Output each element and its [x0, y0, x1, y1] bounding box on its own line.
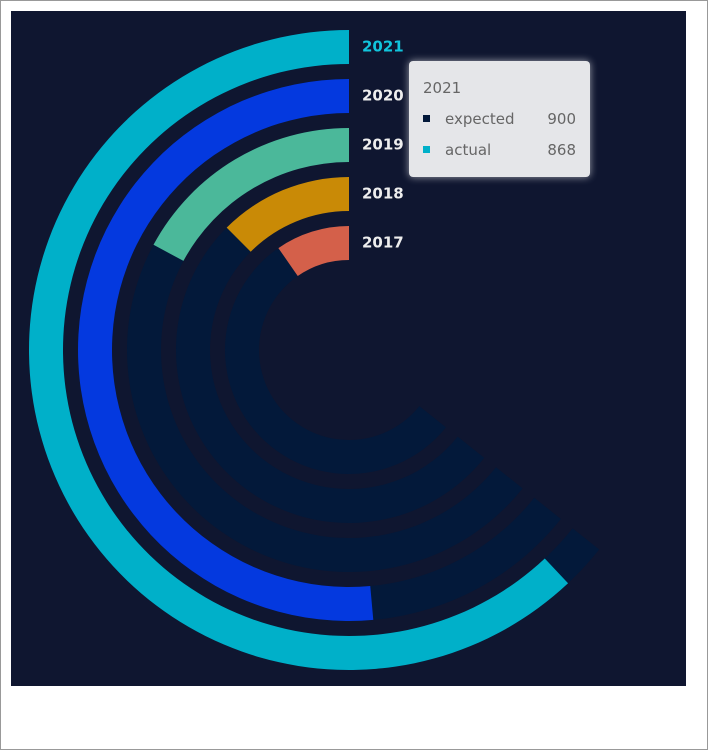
tooltip-value: 900 [547, 109, 576, 128]
bar [225, 226, 446, 474]
bar [278, 226, 349, 277]
tooltip-series: expected [445, 109, 515, 128]
tooltip-row: expected 900 [423, 109, 576, 128]
tooltip: 2021 expected 900 actual 868 [409, 61, 590, 177]
bar [153, 128, 349, 261]
chart: 2021 2020 2019 2018 2017 [11, 11, 686, 686]
category-label: 2018 [362, 185, 404, 203]
tooltip-marker [423, 115, 430, 122]
category-label: 2021 [362, 38, 404, 56]
bar [226, 177, 349, 252]
tooltip-title: 2021 [423, 79, 462, 97]
tooltip-row: actual 868 [423, 140, 576, 159]
bar [28, 30, 569, 670]
bar [78, 79, 374, 621]
category-label: 2019 [362, 136, 404, 154]
category-label: 2020 [362, 87, 404, 105]
tooltip-series: actual [445, 140, 492, 159]
tooltip-value: 868 [547, 140, 576, 159]
tooltip-marker [423, 146, 430, 153]
category-label: 2017 [362, 234, 404, 252]
